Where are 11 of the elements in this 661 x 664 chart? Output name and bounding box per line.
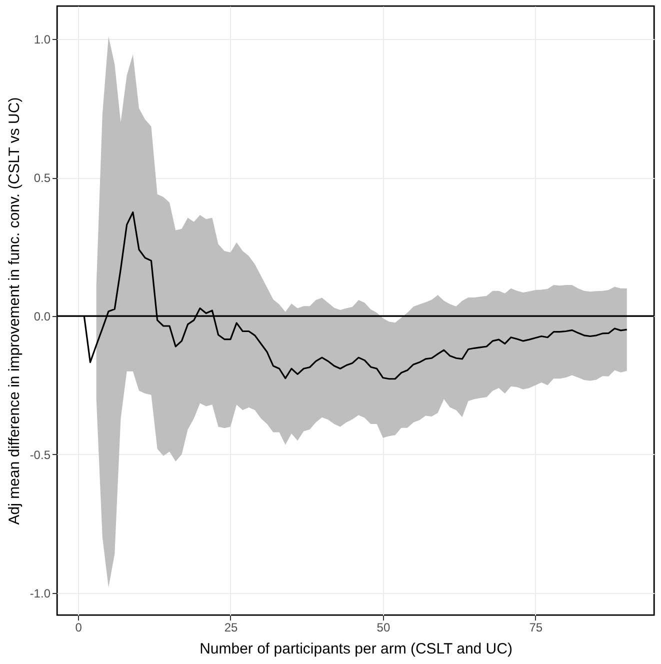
x-tick-label: 50 — [376, 620, 390, 634]
y-tick-label: 0.5 — [34, 171, 51, 186]
y-tick-label: 1.0 — [34, 32, 51, 47]
x-tick-label: 75 — [529, 620, 543, 634]
y-tick-label: -0.5 — [30, 448, 51, 462]
x-tick-label: 0 — [75, 620, 82, 634]
y-axis-title: Adj mean difference in improvement in func. conv. (CSLT vs UC) — [6, 97, 23, 525]
y-tick-label: 0.0 — [34, 310, 51, 324]
x-axis-title: Number of participants per arm (CSLT and UC) — [200, 640, 512, 658]
y-tick-label: -1.0 — [30, 586, 51, 600]
x-tick-label: 25 — [224, 620, 238, 634]
